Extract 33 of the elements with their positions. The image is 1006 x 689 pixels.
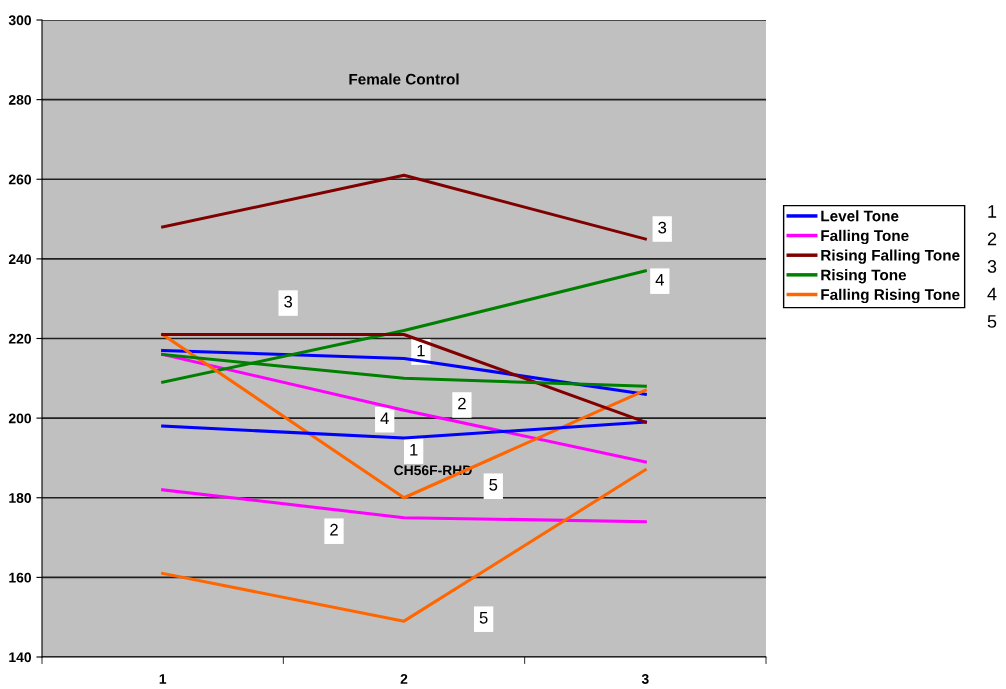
y-tick-label: 220 — [8, 333, 32, 344]
legend-label: Level Tone — [821, 210, 899, 222]
x-tick-label: 1 — [159, 674, 167, 684]
annotation: 4 — [380, 412, 389, 425]
x-tick-label: 2 — [400, 674, 408, 684]
text: 1 — [988, 205, 997, 218]
annotation: 5 — [489, 479, 498, 491]
text: 5 — [987, 315, 997, 328]
annotation: 3 — [658, 221, 667, 234]
y-tick-label: 240 — [8, 254, 32, 265]
text: Female Control — [349, 73, 459, 85]
legend-label: Rising Tone — [821, 269, 907, 284]
y-tick-label: 180 — [9, 493, 32, 503]
y-tick-label: 140 — [9, 652, 32, 663]
annotation: 1 — [417, 344, 425, 357]
y-tick-label: 200 — [8, 413, 32, 424]
text: 2 — [987, 232, 997, 246]
legend-label: Falling Rising Tone — [821, 288, 960, 304]
text: 4 — [987, 287, 997, 301]
annotation: 1 — [410, 444, 418, 456]
text: 3 — [987, 260, 997, 273]
x-tick-label: 3 — [641, 674, 649, 684]
legend-label: Rising Falling Tone — [821, 249, 960, 264]
y-tick-label: 280 — [8, 94, 32, 105]
annotation: 3 — [284, 295, 293, 308]
annotation: 2 — [330, 523, 338, 536]
annotation: 2 — [458, 397, 466, 410]
y-tick-label: 160 — [9, 572, 32, 583]
legend-label: Falling Tone — [821, 229, 909, 245]
annotation: 4 — [655, 274, 664, 286]
annotation: 5 — [479, 612, 488, 624]
y-tick-label: 260 — [8, 174, 32, 185]
y-tick-label: 300 — [8, 15, 32, 26]
